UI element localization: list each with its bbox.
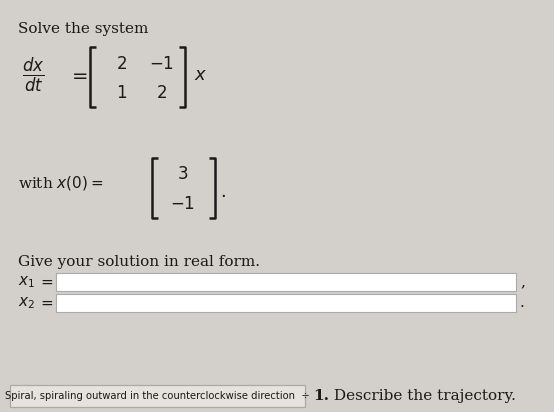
Text: .: . — [520, 296, 525, 310]
Text: $=$: $=$ — [38, 275, 54, 289]
Text: 1.: 1. — [313, 389, 329, 403]
Text: $-1$: $-1$ — [150, 56, 175, 73]
Text: with $x(0) =$: with $x(0) =$ — [18, 174, 104, 192]
Text: $2$: $2$ — [156, 84, 167, 101]
Text: $1$: $1$ — [116, 84, 127, 101]
Text: Solve the system: Solve the system — [18, 22, 148, 36]
FancyBboxPatch shape — [10, 385, 305, 407]
Text: $x_2$: $x_2$ — [18, 295, 35, 311]
Text: Spiral, spiraling outward in the counterclockwise direction  ÷: Spiral, spiraling outward in the counter… — [5, 391, 310, 401]
Text: $-1$: $-1$ — [171, 196, 196, 213]
FancyBboxPatch shape — [56, 273, 516, 291]
Text: Give your solution in real form.: Give your solution in real form. — [18, 255, 260, 269]
Text: $\frac{dx}{dt}$: $\frac{dx}{dt}$ — [22, 55, 44, 95]
FancyBboxPatch shape — [56, 294, 516, 312]
Text: ,: , — [520, 275, 525, 289]
Text: $x_1$: $x_1$ — [18, 274, 35, 290]
Text: $.$: $.$ — [220, 183, 225, 201]
Text: $=$: $=$ — [38, 296, 54, 310]
Text: $x$: $x$ — [194, 66, 207, 84]
Text: Describe the trajectory.: Describe the trajectory. — [329, 389, 516, 403]
Text: $=$: $=$ — [68, 66, 88, 84]
Text: $2$: $2$ — [116, 56, 127, 73]
Text: $3$: $3$ — [177, 166, 188, 183]
